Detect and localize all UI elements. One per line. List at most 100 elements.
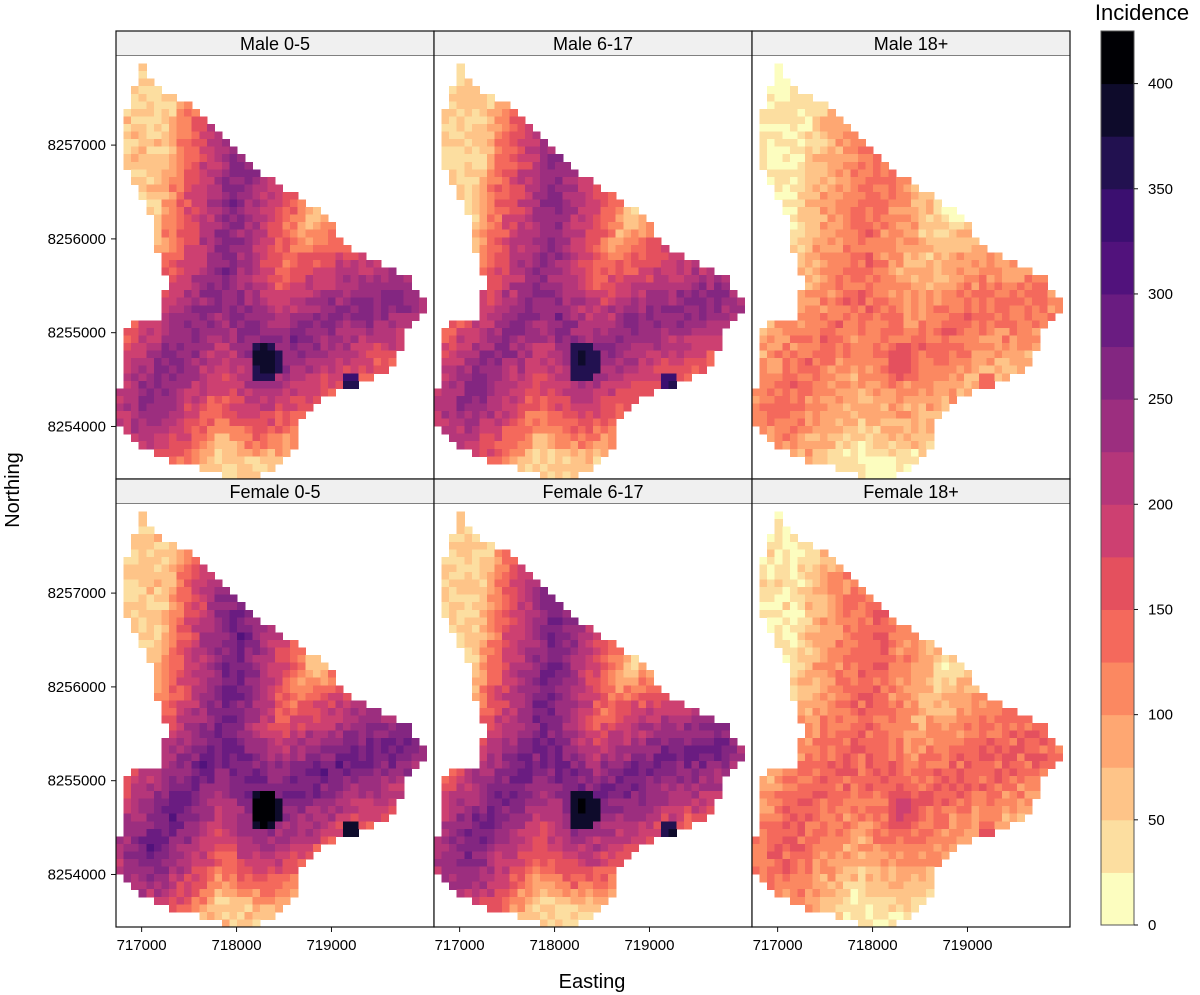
raster-cell xyxy=(577,335,587,344)
raster-cell xyxy=(971,282,980,291)
raster-cell xyxy=(169,418,178,427)
raster-cell xyxy=(487,297,496,306)
raster-cell xyxy=(668,358,677,367)
raster-cell xyxy=(638,305,647,314)
raster-cell xyxy=(267,821,276,830)
raster-cell xyxy=(820,229,829,238)
raster-cell xyxy=(524,418,534,427)
raster-cell xyxy=(131,881,140,890)
raster-cell xyxy=(956,244,965,253)
raster-cell xyxy=(593,441,602,450)
raster-cell xyxy=(252,297,261,306)
raster-cell xyxy=(1009,275,1018,284)
raster-cell xyxy=(229,290,238,299)
raster-cell xyxy=(835,441,844,450)
raster-cell xyxy=(888,229,897,238)
raster-cell xyxy=(540,207,549,216)
raster-cell xyxy=(638,320,647,329)
raster-cell xyxy=(244,395,253,405)
raster-cell xyxy=(131,775,140,785)
raster-cell xyxy=(343,760,352,769)
raster-cell xyxy=(206,571,216,581)
raster-cell xyxy=(252,760,261,769)
raster-cell xyxy=(835,320,844,329)
raster-cell xyxy=(252,463,261,473)
raster-cell xyxy=(184,146,193,155)
raster-cell xyxy=(911,191,920,201)
raster-cell xyxy=(873,426,882,435)
raster-cell xyxy=(517,123,526,133)
raster-cell xyxy=(237,229,246,238)
raster-cell xyxy=(517,358,526,367)
raster-cell xyxy=(123,813,132,822)
raster-cell xyxy=(812,229,821,238)
raster-cell xyxy=(964,380,973,389)
raster-cell xyxy=(161,541,170,550)
raster-cell xyxy=(237,617,246,626)
raster-cell xyxy=(191,753,200,762)
raster-cell xyxy=(396,730,405,739)
raster-cell xyxy=(176,851,185,860)
raster-cell xyxy=(933,290,942,299)
raster-cell xyxy=(153,139,163,148)
raster-cell xyxy=(850,395,859,405)
raster-cell xyxy=(191,456,200,465)
raster-cell xyxy=(517,426,526,435)
raster-cell xyxy=(820,441,829,450)
raster-cell xyxy=(259,859,269,868)
raster-cell xyxy=(994,312,1003,321)
raster-cell xyxy=(449,343,458,352)
raster-cell xyxy=(532,433,541,442)
raster-cell xyxy=(252,775,261,785)
raster-cell xyxy=(948,335,958,344)
raster-cell xyxy=(275,395,284,405)
raster-cell xyxy=(176,365,185,374)
raster-cell xyxy=(259,448,269,457)
raster-cell xyxy=(820,131,829,140)
raster-cell xyxy=(381,365,390,374)
raster-cell xyxy=(502,579,511,588)
raster-cell xyxy=(842,237,852,246)
raster-cell xyxy=(600,199,609,208)
raster-cell xyxy=(290,282,299,291)
raster-cell xyxy=(290,229,299,238)
raster-cell xyxy=(509,380,518,389)
raster-cell xyxy=(752,388,761,397)
raster-cell xyxy=(199,904,208,913)
raster-cell xyxy=(888,433,897,442)
raster-cell xyxy=(948,207,958,216)
raster-cell xyxy=(570,418,579,427)
raster-cell xyxy=(176,252,185,261)
raster-cell xyxy=(585,350,594,359)
raster-cell xyxy=(555,463,564,473)
raster-cell xyxy=(229,859,238,868)
raster-cell xyxy=(805,320,814,329)
raster-cell xyxy=(131,418,140,427)
raster-cell xyxy=(282,783,291,792)
raster-cell xyxy=(449,335,458,344)
raster-cell xyxy=(350,290,359,299)
raster-cell xyxy=(244,169,253,178)
raster-cell xyxy=(865,448,874,457)
raster-cell xyxy=(169,123,178,133)
raster-cell xyxy=(714,327,723,337)
raster-cell xyxy=(691,343,700,352)
raster-cell xyxy=(214,305,223,314)
raster-cell xyxy=(169,707,178,717)
raster-cell xyxy=(532,275,541,284)
raster-cell xyxy=(562,441,571,450)
raster-cell xyxy=(600,244,609,253)
raster-cell xyxy=(479,448,488,457)
raster-cell xyxy=(259,798,269,807)
raster-cell xyxy=(206,715,216,724)
raster-cell xyxy=(517,297,526,306)
raster-cell xyxy=(161,214,170,223)
raster-cell xyxy=(252,395,261,405)
raster-cell xyxy=(328,670,337,679)
raster-cell xyxy=(206,380,216,389)
raster-cell xyxy=(252,813,261,822)
raster-cell xyxy=(305,388,314,397)
raster-cell xyxy=(252,176,261,186)
raster-cell xyxy=(153,617,163,626)
raster-cell xyxy=(547,184,556,193)
